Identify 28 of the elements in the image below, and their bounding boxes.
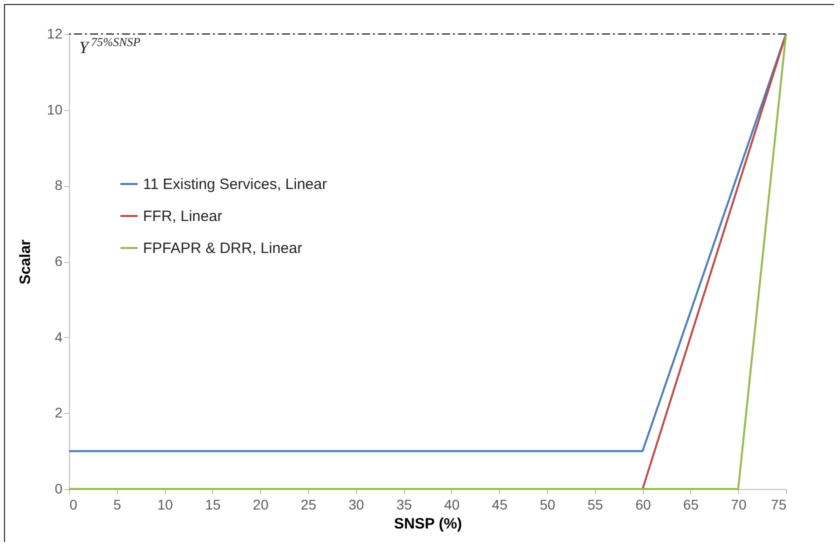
x-tick-label: 35 [396,496,412,512]
x-tick-label: 70 [730,496,747,512]
x-axis-title: SNSP (%) [394,516,462,532]
x-tick-label: 15 [205,496,221,512]
x-tick-label: 10 [157,496,174,512]
y-tick-label: 12 [46,26,63,42]
x-tick-label: 30 [348,496,364,512]
y-tick-label: 10 [46,101,63,118]
legend-label: 11 Existing Services, Linear [143,176,327,193]
legend-label: FFR, Linear [143,208,222,225]
x-tick-label: 45 [492,496,508,512]
x-tick-label: 55 [588,496,604,512]
y-tick-label: 4 [54,328,63,345]
x-tick-label: 40 [444,496,460,512]
x-tick-label: 0 [70,496,78,512]
y-tick-label: 8 [54,177,63,194]
y-tick-label: 6 [54,253,63,269]
x-tick-label: 50 [540,496,556,512]
y-tick-label: 2 [54,404,63,421]
legend-label: FPFAPR & DRR, Linear [143,240,302,257]
x-tick-label: 5 [113,496,122,512]
x-tick-label: 75 [770,496,787,512]
x-tick-label: 20 [252,496,269,512]
y-axis-title: Scalar [16,239,34,285]
x-tick-label: 25 [300,496,316,512]
x-tick-label: 65 [683,496,699,512]
x-tick-label: 60 [635,496,652,512]
y-tick-label: 0 [54,480,63,496]
